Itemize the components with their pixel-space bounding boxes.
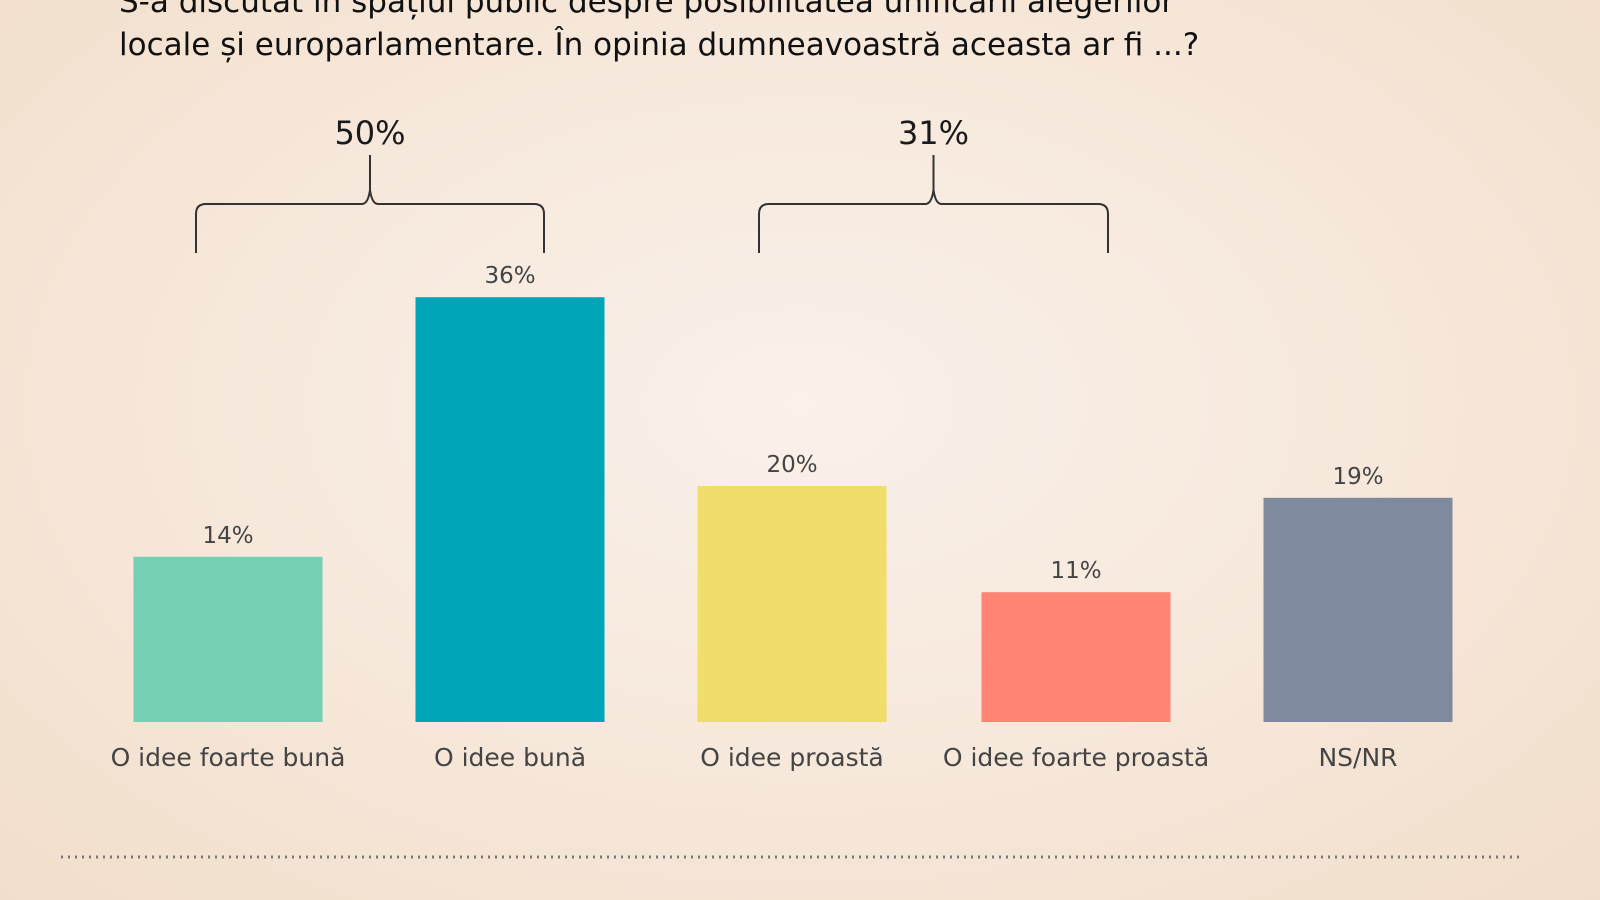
category-label: O idee proastă: [700, 743, 884, 772]
bracket: [195, 155, 545, 253]
bracket: [758, 155, 1109, 253]
bar: [981, 592, 1171, 722]
value-label: 19%: [1332, 464, 1383, 490]
group-label: 50%: [334, 114, 405, 152]
value-label: 11%: [1050, 558, 1101, 584]
category-label: NS/NR: [1318, 743, 1397, 772]
category-label: O idee foarte proastă: [943, 743, 1209, 772]
bar: [697, 486, 887, 722]
chart-title: locale și europarlamentare. În opinia du…: [119, 27, 1199, 63]
bar: [415, 297, 605, 722]
chart-title: S-a discutat în spațiul public despre po…: [119, 0, 1174, 20]
category-label: O idee bună: [434, 743, 586, 772]
value-label: 36%: [484, 263, 535, 289]
bar: [133, 556, 323, 722]
category-label: O idee foarte bună: [111, 743, 346, 772]
value-label: 14%: [202, 523, 253, 549]
bar: [1263, 497, 1453, 722]
value-label: 20%: [766, 452, 817, 478]
group-label: 31%: [898, 114, 969, 152]
